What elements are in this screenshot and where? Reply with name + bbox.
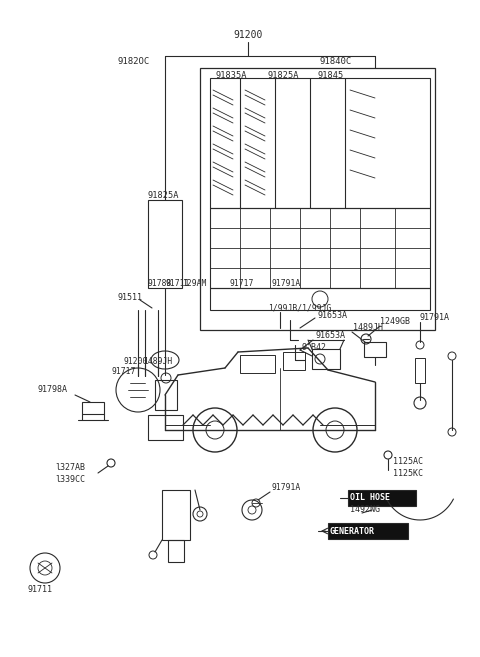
Text: 91653A: 91653A bbox=[316, 332, 346, 340]
Text: 1489JH: 1489JH bbox=[143, 357, 172, 367]
Text: 1492NG: 1492NG bbox=[350, 505, 380, 514]
Text: 1249GB: 1249GB bbox=[380, 317, 410, 327]
Text: 129AM: 129AM bbox=[182, 279, 206, 288]
Text: 1125KC: 1125KC bbox=[393, 468, 423, 478]
Text: 91717: 91717 bbox=[112, 367, 136, 376]
Text: 91825A: 91825A bbox=[268, 70, 300, 79]
Text: 91791A: 91791A bbox=[420, 313, 450, 323]
Text: 91511: 91511 bbox=[118, 294, 143, 302]
Text: 91791A: 91791A bbox=[272, 484, 301, 493]
Text: OIL HOSE: OIL HOSE bbox=[350, 493, 390, 503]
Bar bbox=[148, 200, 182, 288]
Text: 91835A: 91835A bbox=[215, 70, 247, 79]
Text: GENERATOR: GENERATOR bbox=[330, 526, 375, 535]
Text: l339CC: l339CC bbox=[55, 474, 85, 484]
Text: 91798A: 91798A bbox=[38, 386, 68, 394]
Bar bbox=[148, 415, 183, 440]
Bar bbox=[328, 523, 408, 539]
Bar bbox=[168, 540, 184, 562]
Bar bbox=[210, 288, 430, 310]
Bar bbox=[210, 208, 430, 288]
Bar bbox=[283, 352, 305, 370]
Bar bbox=[240, 355, 275, 373]
Bar bbox=[364, 342, 386, 357]
Text: 91653A: 91653A bbox=[318, 311, 348, 319]
Text: 91791A: 91791A bbox=[272, 279, 301, 288]
Bar bbox=[312, 349, 340, 369]
Bar bbox=[162, 490, 190, 540]
Text: 91840C: 91840C bbox=[320, 58, 352, 66]
Text: 91200: 91200 bbox=[233, 30, 263, 40]
Text: 91825A: 91825A bbox=[148, 191, 180, 200]
Text: 91711: 91711 bbox=[28, 585, 53, 595]
Bar bbox=[415, 358, 425, 383]
Bar bbox=[348, 490, 416, 506]
Bar bbox=[155, 380, 177, 410]
Text: 1489JH: 1489JH bbox=[353, 323, 383, 332]
Text: 1125AC: 1125AC bbox=[393, 457, 423, 466]
Text: 91711: 91711 bbox=[166, 279, 191, 288]
Text: 91788: 91788 bbox=[148, 279, 172, 288]
Text: 9'B42: 9'B42 bbox=[302, 344, 327, 353]
Text: 91200: 91200 bbox=[124, 357, 148, 367]
Text: l327AB: l327AB bbox=[55, 463, 85, 472]
Bar bbox=[210, 78, 430, 208]
Text: 91717: 91717 bbox=[230, 279, 254, 288]
Text: 1/99JB/1/99JG: 1/99JB/1/99JG bbox=[268, 304, 331, 313]
Bar bbox=[200, 68, 435, 330]
Text: 9182OC: 9182OC bbox=[118, 58, 150, 66]
Text: 91845: 91845 bbox=[318, 70, 344, 79]
Bar bbox=[82, 402, 104, 414]
